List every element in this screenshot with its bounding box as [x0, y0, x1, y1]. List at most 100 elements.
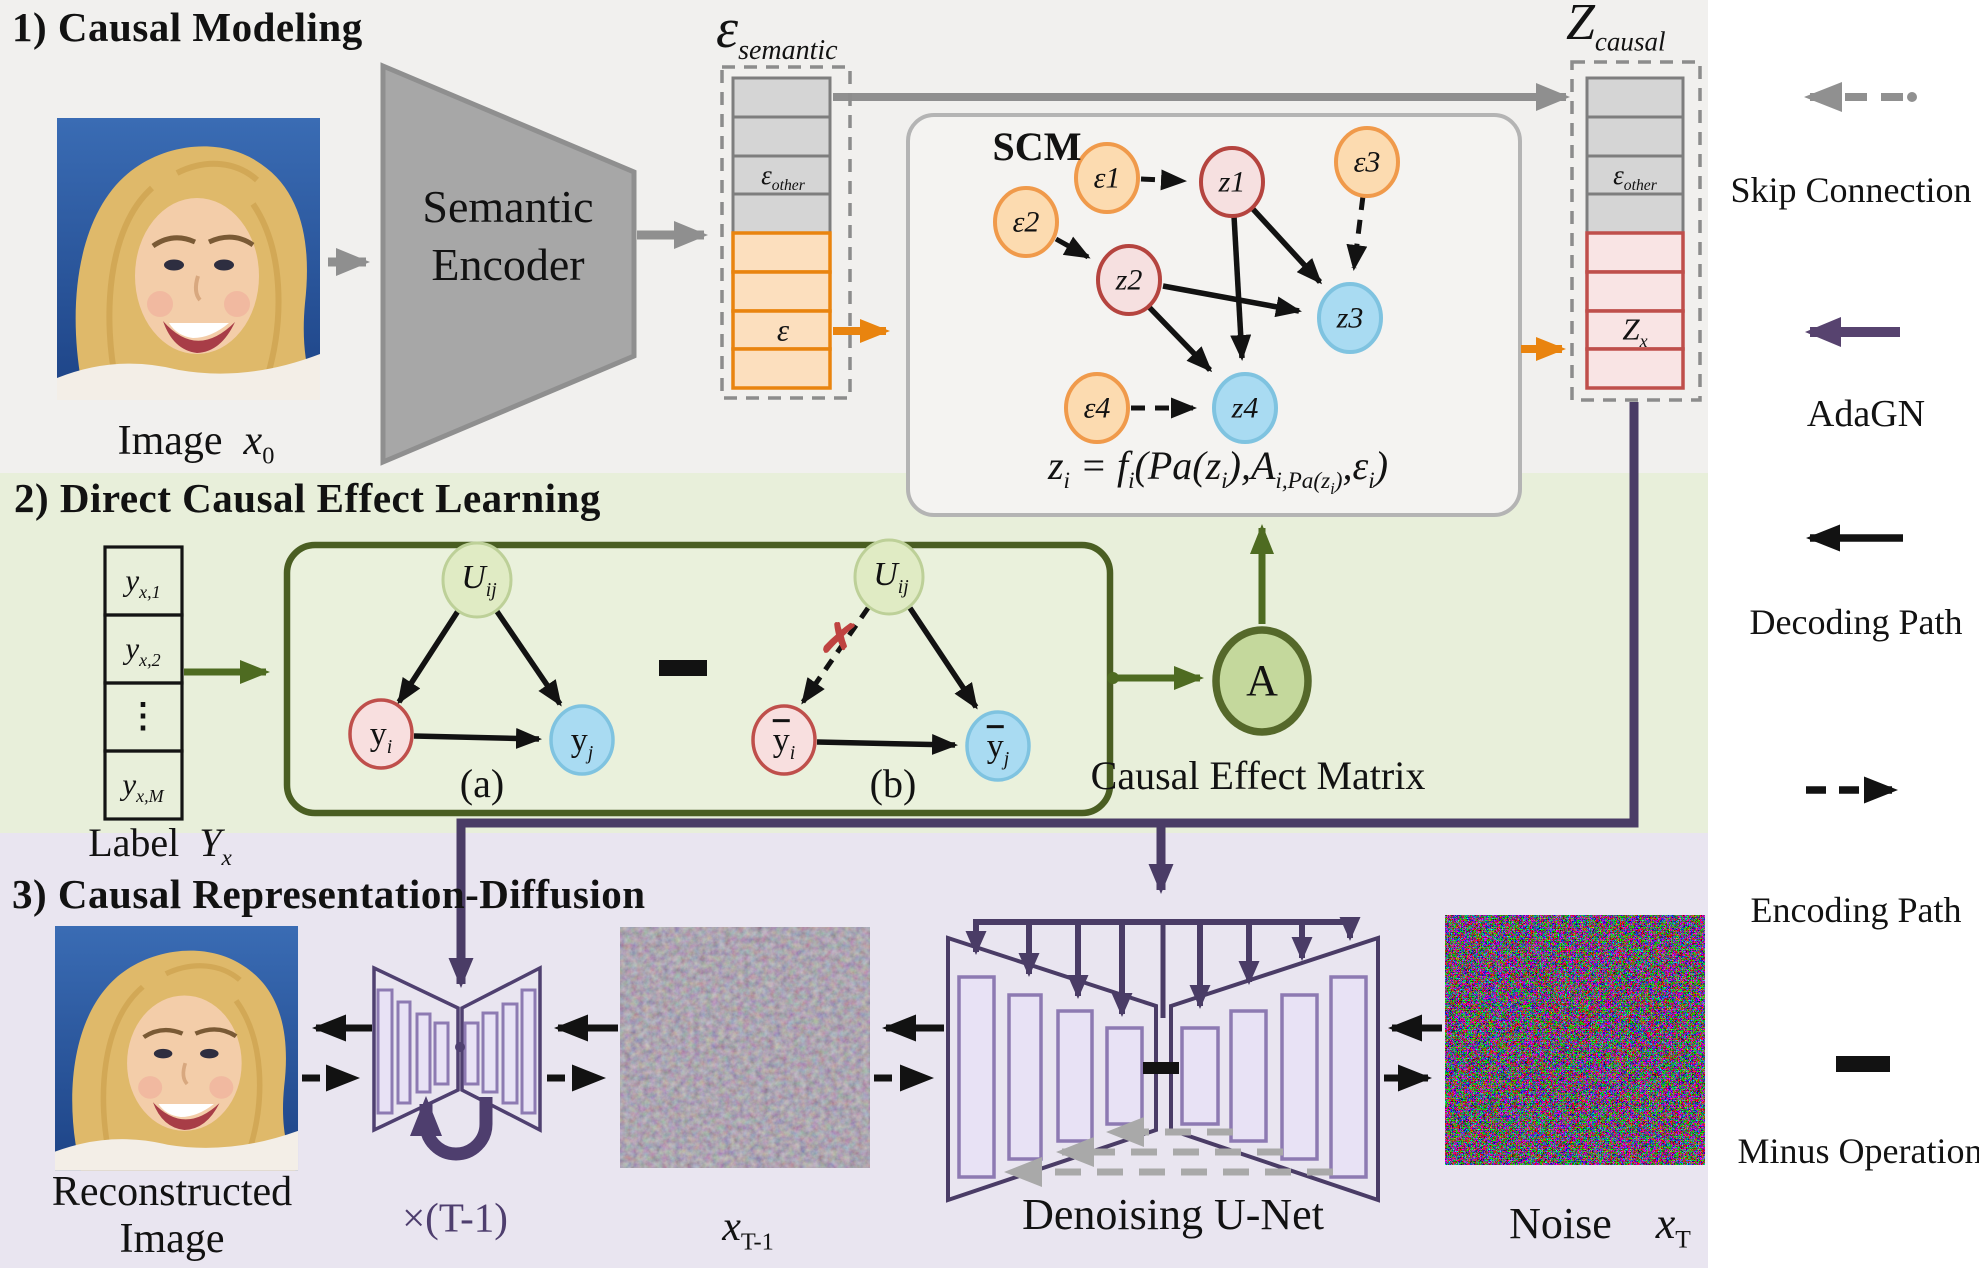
formula-part: i [1368, 468, 1375, 495]
zcausal-dashed-box [1570, 60, 1702, 402]
section1-title: 1) Causal Modeling [12, 4, 363, 50]
zx-base: Z [1622, 311, 1640, 347]
scm-edges [1054, 169, 1368, 419]
yi-a-label: yi [369, 716, 392, 757]
xt1-base: x [722, 1203, 741, 1250]
adagn-routing [448, 402, 1639, 988]
eps-other-cell-label: εother [761, 159, 805, 194]
encoder-line1: Semantic [422, 181, 594, 233]
legend-symbols [1804, 82, 1917, 1072]
yj-a-sub: j [587, 741, 594, 764]
eps-other-base: ε [761, 159, 772, 190]
yj-a-label: yj [570, 722, 593, 763]
eps-column-orange-cells [731, 231, 832, 390]
unet-bars [957, 975, 1368, 1179]
formula-part: ,ε [1342, 443, 1369, 489]
orange-flow-arrows [833, 319, 1566, 361]
edge-e1-z1 [1140, 169, 1187, 191]
graph-a-tag: (a) [459, 761, 505, 806]
node-e3 [1334, 126, 1400, 198]
eps-semantic-column [720, 65, 852, 400]
zc-header-base: Z [1566, 0, 1595, 51]
xt1-label: xT-1 [722, 1203, 774, 1254]
row1-base: y [125, 562, 140, 598]
noise-caption: Noise xT [1509, 1200, 1691, 1252]
z-causal-column [1570, 60, 1702, 402]
adagn-distribution [965, 917, 1361, 1018]
formula-part: i [1128, 468, 1135, 495]
uij-b-label: Uij [873, 557, 909, 597]
zc-header-sub: causal [1594, 26, 1666, 57]
noise-sub: T [1675, 1224, 1691, 1254]
green-flow-arrows [184, 524, 1274, 690]
node-z2 [1096, 244, 1162, 316]
formula-part: = f [1069, 443, 1129, 489]
uij-a-sub: ij [485, 578, 497, 601]
node-e3-label: ε3 [1353, 145, 1381, 179]
yi-a-base: y [369, 716, 387, 754]
section3-title: 3) Causal Representation-Diffusion [12, 871, 646, 917]
zc-eps-other-label: εother [1613, 161, 1657, 194]
row2-base: y [125, 630, 140, 666]
recon-caption: Reconstructed Image [52, 1169, 292, 1263]
formula-part: i [1221, 468, 1228, 495]
node-e2-label: ε2 [1012, 205, 1040, 239]
legend-decoding-label: Decoding Path [1749, 602, 1963, 643]
node-z3-label: z3 [1336, 301, 1364, 335]
semantic-encoder-shape [380, 62, 637, 466]
scm-nodes [993, 126, 1400, 444]
uij-a-label: Uij [461, 560, 497, 600]
formula-part: i,Pa(zi) [1275, 468, 1343, 497]
gray-flow-arrows [328, 83, 1570, 276]
formula-part: (Pa(z [1134, 443, 1222, 489]
uij-b-sub: ij [897, 575, 909, 598]
edge-z1-z3 [1249, 206, 1323, 285]
image-caption-word: Image [117, 417, 223, 464]
formula-part: ) [1374, 443, 1389, 489]
node-e4 [1064, 372, 1130, 444]
yi-a-sub: i [386, 735, 393, 758]
node-z2-label: z2 [1115, 263, 1143, 297]
input-image [57, 118, 320, 400]
node-e1 [1074, 142, 1140, 214]
unet-skip-connections [1004, 1117, 1333, 1187]
graph-b [751, 538, 1031, 782]
formula-part: i [1330, 478, 1335, 498]
image-caption-sub: 0 [262, 442, 275, 470]
node-e4-label: ε4 [1083, 391, 1111, 425]
yi-b-sub: i [789, 741, 796, 764]
eps-column-gray-cells [731, 76, 832, 235]
node-yj-b [965, 710, 1031, 782]
legend-minus-label: Minus Operation [1737, 1131, 1979, 1172]
legend-skip-dot [1907, 92, 1917, 102]
unet-caption: Denoising U-Net [1022, 1189, 1324, 1239]
loop-count-label: ×(T-1) [402, 1194, 508, 1241]
edge-u-yj-b [907, 606, 979, 710]
node-z1-label: z1 [1218, 165, 1246, 199]
semantic-encoder-label: Semantic Encoder [422, 178, 593, 294]
node-e1-label: ε1 [1093, 161, 1121, 195]
eps-header-base: ε [716, 0, 739, 60]
node-e2 [993, 186, 1059, 258]
eps-cell-label: ε [776, 312, 790, 348]
yj-b-label: yj [987, 729, 1009, 769]
node-yi-a [348, 698, 414, 770]
yj-b-sub: j [1003, 747, 1010, 770]
z-causal-header: Zcausal [1566, 0, 1666, 55]
eps-column-dashed-box [720, 65, 852, 400]
zcausal-gray-cells [1585, 76, 1685, 235]
edge-u-yi-a [396, 609, 461, 705]
recon-caption-line2: Image [119, 1216, 225, 1262]
formula-part: ) [1334, 468, 1343, 495]
edge-e3-z3 [1346, 195, 1368, 271]
edge-z1-z4 [1230, 215, 1252, 361]
eps-other-sub: other [771, 177, 805, 195]
row4-base: y [122, 766, 137, 802]
yj-a-base: y [570, 722, 588, 760]
row2-sub: x,2 [139, 649, 161, 670]
unet-minus [1143, 1062, 1179, 1074]
yi-b-base: y [772, 722, 790, 760]
node-yj-a [549, 704, 615, 776]
label-sub: x [221, 845, 232, 871]
